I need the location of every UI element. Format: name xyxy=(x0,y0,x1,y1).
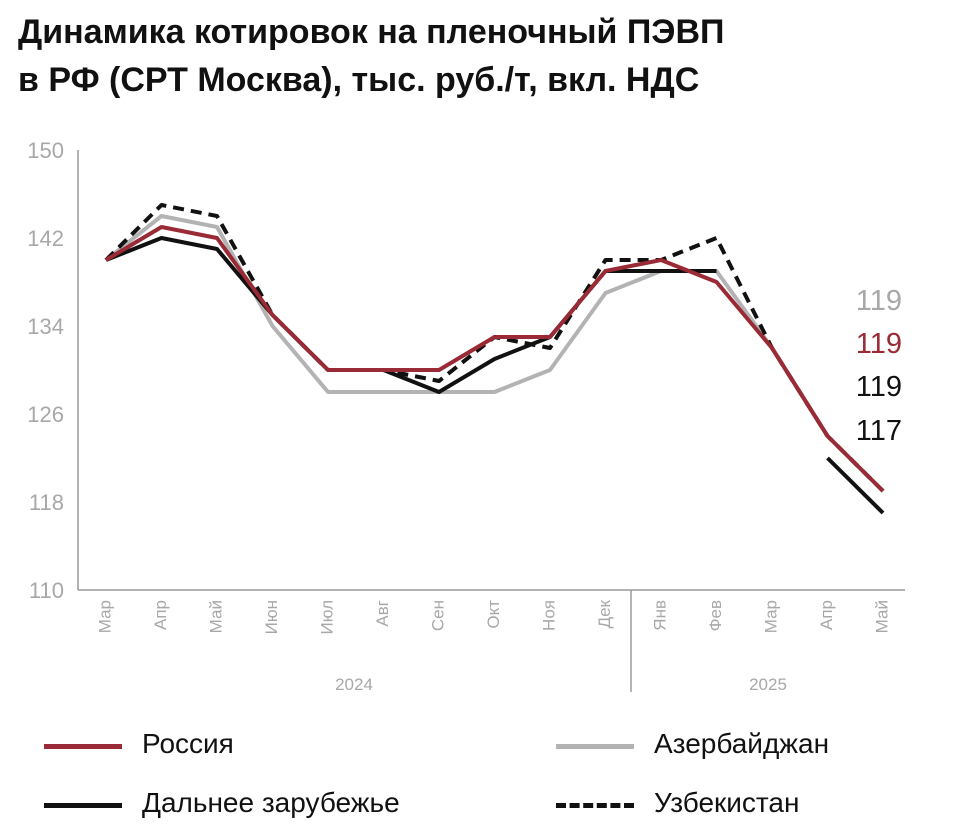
x-tick-label: Дек xyxy=(595,599,614,628)
x-tick-label: Май xyxy=(872,600,891,633)
x-tick-label: Окт xyxy=(484,600,503,629)
chart-title-line-2: в РФ (СРТ Москва), тыс. руб./т, вкл. НДС xyxy=(18,61,700,99)
x-tick-label: Фев xyxy=(706,600,725,631)
series-line-Дальнее зарубежье xyxy=(826,456,885,515)
series-line-Россия xyxy=(104,225,885,493)
y-tick-label: 110 xyxy=(29,578,64,603)
legend-label-russia: Россия xyxy=(142,728,234,759)
x-tick-label: Июл xyxy=(317,600,336,635)
x-tick-label: Ноя xyxy=(539,600,558,631)
end-value-label: 117 xyxy=(856,415,902,447)
legend-label-uzbekistan: Узбекистан xyxy=(654,787,800,818)
y-tick-label: 126 xyxy=(27,402,64,427)
line-chart: 150 142 134 126 118 110 Мар Апр Май Июн Июл Авг Сен О… xyxy=(27,138,905,694)
series-line-Азербайджан xyxy=(104,214,885,493)
x-tick-label: Сен xyxy=(428,600,447,631)
legend-label-far-abroad: Дальнее зарубежье xyxy=(142,787,400,818)
end-value-label: 119 xyxy=(856,285,902,317)
x-tick-label: Май xyxy=(206,600,225,633)
y-tick-label: 134 xyxy=(27,314,64,339)
legend-swatch-russia xyxy=(44,744,122,749)
chart-title-line-1: Динамика котировок на пленочный ПЭВП xyxy=(18,13,725,51)
legend-label-azerbaijan: Азербайджан xyxy=(654,728,830,759)
x-tick-label: Мар xyxy=(761,600,780,633)
x-tick-label: Мар xyxy=(95,600,114,633)
x-tick-label: Янв xyxy=(650,600,669,631)
y-tick-label: 142 xyxy=(27,226,64,251)
end-value-label: 119 xyxy=(856,328,902,360)
legend-swatch-far-abroad xyxy=(44,803,122,808)
x-tick-label: Июн xyxy=(262,600,281,634)
end-value-label: 119 xyxy=(856,371,902,403)
legend-swatch-uzbekistan xyxy=(556,803,634,808)
x-tick-label: Авг xyxy=(373,600,392,627)
year-group-label: 2025 xyxy=(749,675,787,694)
legend-swatch-azerbaijan xyxy=(556,744,634,749)
y-tick-label: 150 xyxy=(27,138,64,163)
year-group-label: 2024 xyxy=(335,675,373,694)
chart-title: Динамика котировок на пленочный ПЭВП в Р… xyxy=(18,8,948,104)
x-tick-label: Апр xyxy=(151,600,170,630)
y-tick-label: 118 xyxy=(29,490,64,515)
x-tick-label: Апр xyxy=(817,600,836,630)
